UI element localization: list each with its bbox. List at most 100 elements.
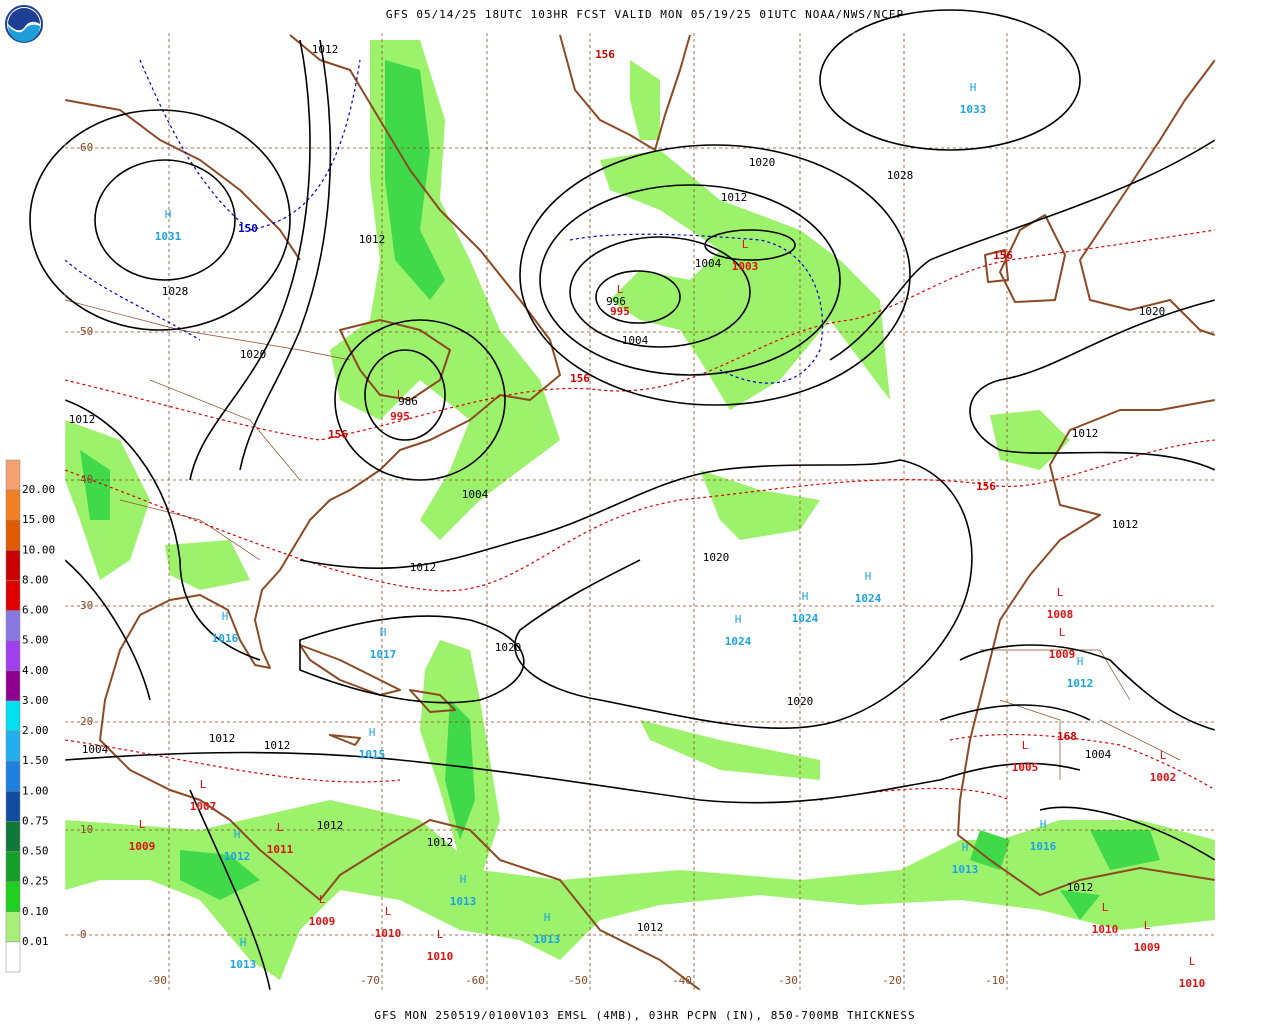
center-letter: H — [460, 873, 467, 886]
legend-label: 0.75 — [22, 814, 49, 827]
legend-swatch — [5, 519, 21, 551]
precipitation — [65, 40, 1215, 980]
legend-label: 4.00 — [22, 664, 49, 677]
legend-label: 8.00 — [22, 573, 49, 586]
center-letter: H — [735, 613, 742, 626]
legend-swatch — [5, 610, 21, 641]
latitude-label: 50 — [80, 325, 93, 338]
isobar-label: 1020 — [703, 551, 730, 564]
center-pressure: 1013 — [450, 895, 477, 908]
borders — [64, 299, 1181, 780]
isobar-label: 1012 — [317, 819, 344, 832]
isobar — [299, 459, 973, 730]
center-pressure: 1009 — [309, 915, 336, 928]
thickness-contour — [64, 733, 1216, 801]
center-pressure: 1033 — [960, 103, 987, 116]
thickness-contour — [64, 229, 1216, 441]
isobar-label: 1012 — [1112, 518, 1139, 531]
legend-swatch — [5, 851, 21, 882]
center-pressure: 1016 — [212, 632, 239, 645]
coastline — [99, 34, 561, 901]
legend-label: 10.00 — [22, 543, 55, 556]
center-pressure: 1031 — [155, 230, 182, 243]
isobar — [539, 184, 841, 376]
precip-area — [445, 700, 475, 840]
center-letter: H — [1040, 818, 1047, 831]
isobar — [334, 319, 506, 481]
center-pressure: 1015 — [359, 748, 386, 761]
center-letter: H — [234, 828, 241, 841]
thickness-contour — [64, 439, 1216, 592]
center-pressure: 995 — [390, 410, 410, 423]
center-letter: H — [802, 590, 809, 603]
center-letter: H — [962, 841, 969, 854]
isobar-label: 1004 — [82, 743, 109, 756]
center-pressure: 1013 — [230, 958, 257, 971]
center-pressure: 1010 — [1092, 923, 1119, 936]
isobar-label: 1012 — [312, 43, 339, 56]
isobar-label: 1004 — [695, 257, 722, 270]
isobars — [29, 9, 1216, 991]
center-pressure: 1024 — [725, 635, 752, 648]
isobar-label: 1012 — [264, 739, 291, 752]
map-title: GFS 05/14/25 18UTC 103HR FCST VALID MON … — [386, 8, 904, 21]
isobar — [939, 644, 1216, 731]
center-letter: L — [385, 905, 392, 918]
isobar — [704, 229, 796, 261]
center-pressure: 1013 — [534, 933, 561, 946]
longitude-label: -70 — [360, 974, 380, 987]
coastline — [64, 99, 301, 261]
precip-area — [65, 800, 1215, 980]
center-letter: H — [970, 81, 977, 94]
center-pressure: 1013 — [952, 863, 979, 876]
coastline — [957, 399, 1216, 896]
legend-swatch — [5, 489, 21, 521]
precip-area — [165, 540, 250, 590]
logo-sky — [8, 8, 40, 31]
center-letter: H — [1077, 655, 1084, 668]
thickness-label: 150 — [238, 222, 258, 235]
isobar — [64, 751, 1216, 861]
center-pressure: 1016 — [1030, 840, 1057, 853]
center-letter: L — [319, 893, 326, 906]
center-letter: H — [369, 726, 376, 739]
legend-label: 0.25 — [22, 875, 49, 888]
isobar-label: 1004 — [462, 488, 489, 501]
longitude-label: -10 — [985, 974, 1005, 987]
thickness-label: 156 — [570, 372, 590, 385]
logo-sea — [8, 24, 40, 42]
legend-swatch — [5, 881, 21, 913]
longitude-label: -30 — [778, 974, 798, 987]
center-letter: H — [222, 610, 229, 623]
isobar — [595, 270, 681, 324]
isobar-label: 1020 — [1139, 305, 1166, 318]
isobar-label: 1020 — [787, 695, 814, 708]
latitude-label: 10 — [80, 823, 93, 836]
coastline — [319, 819, 701, 991]
center-letter: L — [1057, 586, 1064, 599]
coastline — [1079, 59, 1216, 336]
center-pressure: 1002 — [1150, 771, 1177, 784]
legend-swatch — [5, 791, 21, 822]
precip-area — [80, 450, 110, 520]
center-letter: L — [617, 283, 624, 296]
noaa-logo — [5, 5, 43, 43]
center-letter: H — [240, 936, 247, 949]
isobar-label: 1012 — [427, 836, 454, 849]
center-letter: L — [1189, 955, 1196, 968]
coastline — [984, 214, 1066, 303]
isobar — [364, 349, 446, 441]
legend-swatch — [5, 941, 21, 973]
legend-label: 1.50 — [22, 754, 49, 767]
isobar — [819, 9, 1081, 151]
isobar-label: 1020 — [495, 641, 522, 654]
legend-label: 0.50 — [22, 845, 49, 858]
legend-swatch — [5, 700, 21, 732]
center-pressure: 1009 — [129, 840, 156, 853]
legend-swatch — [5, 550, 21, 581]
thickness-contours — [64, 59, 1216, 801]
center-letter: L — [1022, 739, 1029, 752]
legend-swatch — [5, 760, 21, 792]
